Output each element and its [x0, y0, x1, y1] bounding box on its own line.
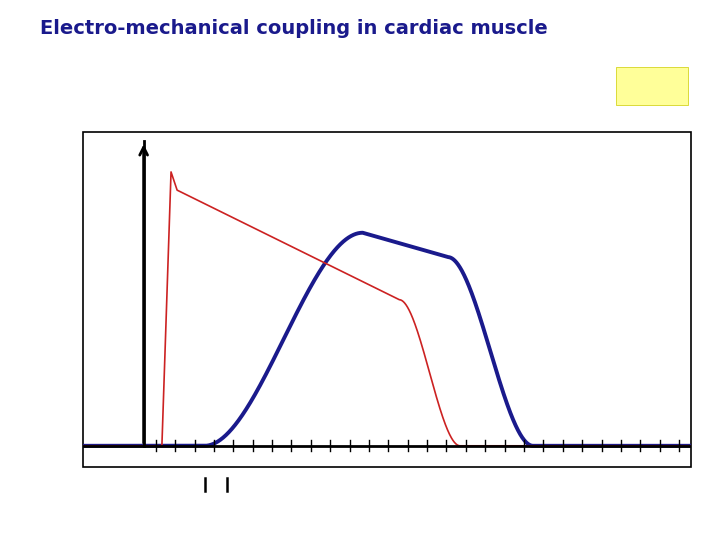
Bar — [616, 68, 688, 105]
Text: Electro-mechanical coupling in cardiac muscle: Electro-mechanical coupling in cardiac m… — [40, 19, 547, 38]
Bar — [83, 132, 691, 467]
